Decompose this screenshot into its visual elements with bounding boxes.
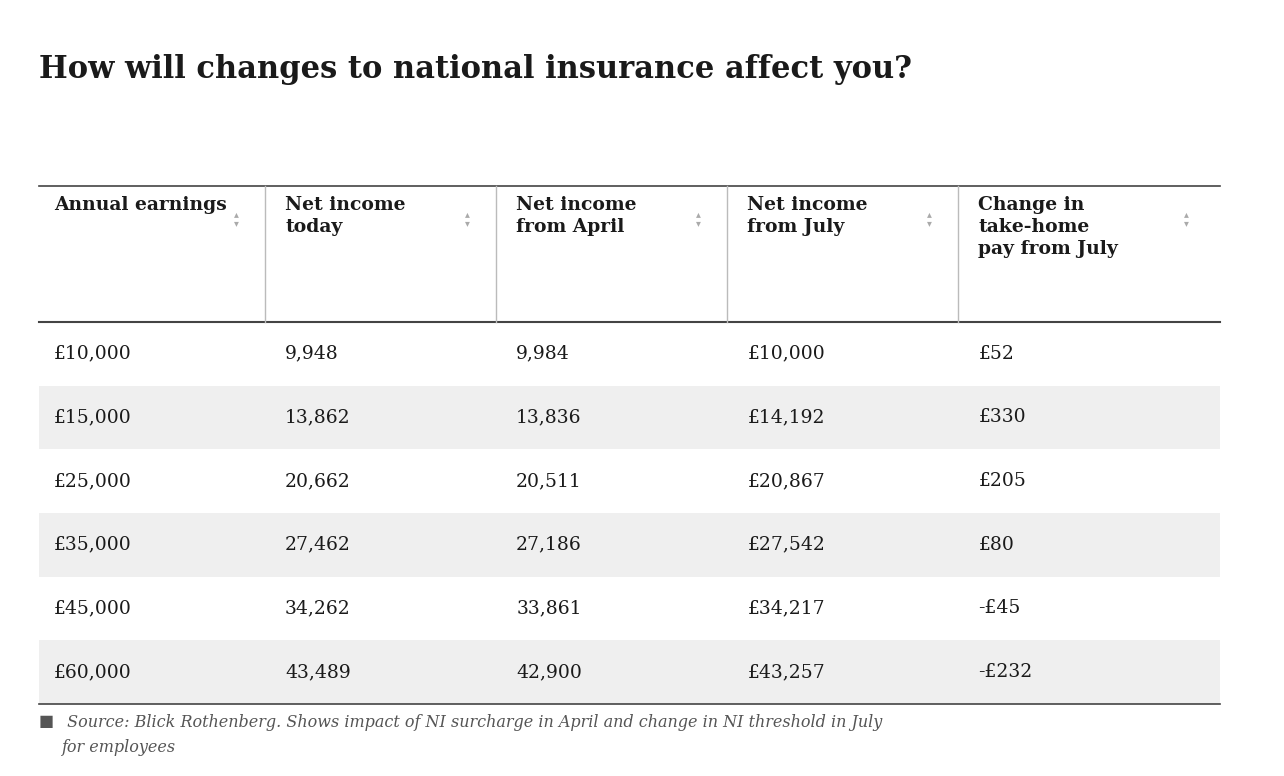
Text: £34,217: £34,217 — [747, 599, 824, 618]
Bar — [39, 386, 1220, 449]
Text: £45,000: £45,000 — [54, 599, 132, 618]
Text: 27,462: 27,462 — [285, 535, 351, 554]
Text: -£45: -£45 — [978, 599, 1021, 618]
Text: £25,000: £25,000 — [54, 472, 132, 490]
Text: Net income
from July: Net income from July — [747, 196, 868, 236]
Text: £14,192: £14,192 — [747, 408, 824, 427]
Bar — [39, 640, 1220, 704]
Text: 34,262: 34,262 — [285, 599, 351, 618]
Bar — [39, 449, 1220, 513]
Text: £52: £52 — [978, 345, 1014, 363]
Text: 43,489: 43,489 — [285, 663, 351, 681]
Text: ▴
▾: ▴ ▾ — [465, 210, 470, 228]
Bar — [39, 186, 1220, 322]
Bar — [39, 577, 1220, 640]
Text: 20,662: 20,662 — [285, 472, 351, 490]
Text: Change in
take-home
pay from July: Change in take-home pay from July — [978, 196, 1118, 258]
Text: ▴
▾: ▴ ▾ — [696, 210, 701, 228]
Text: 9,984: 9,984 — [516, 345, 570, 363]
Text: ▴
▾: ▴ ▾ — [927, 210, 932, 228]
Bar — [39, 322, 1220, 386]
Text: 9,948: 9,948 — [285, 345, 339, 363]
Text: Net income
today: Net income today — [285, 196, 406, 236]
Text: £80: £80 — [978, 535, 1014, 554]
Text: £43,257: £43,257 — [747, 663, 826, 681]
Text: £20,867: £20,867 — [747, 472, 826, 490]
Text: £10,000: £10,000 — [747, 345, 826, 363]
Bar — [39, 513, 1220, 577]
Text: £60,000: £60,000 — [54, 663, 132, 681]
Text: £15,000: £15,000 — [54, 408, 132, 427]
Text: £27,542: £27,542 — [747, 535, 826, 554]
Text: 33,861: 33,861 — [516, 599, 582, 618]
Text: -£232: -£232 — [978, 663, 1032, 681]
Text: ▴
▾: ▴ ▾ — [1184, 210, 1189, 228]
Text: ▴
▾: ▴ ▾ — [234, 210, 239, 228]
Text: Net income
from April: Net income from April — [516, 196, 637, 236]
Text: Annual earnings: Annual earnings — [54, 196, 227, 213]
Text: £10,000: £10,000 — [54, 345, 132, 363]
Text: ■: ■ — [39, 714, 54, 729]
Text: £205: £205 — [978, 472, 1026, 490]
Text: How will changes to national insurance affect you?: How will changes to national insurance a… — [39, 54, 912, 85]
Text: £330: £330 — [978, 408, 1026, 427]
Text: 42,900: 42,900 — [516, 663, 582, 681]
Text: £35,000: £35,000 — [54, 535, 132, 554]
Text: Source: Blick Rothenberg. Shows impact of NI surcharge in April and change in NI: Source: Blick Rothenberg. Shows impact o… — [62, 714, 882, 756]
Text: 13,862: 13,862 — [285, 408, 351, 427]
Text: 20,511: 20,511 — [516, 472, 582, 490]
Text: 27,186: 27,186 — [516, 535, 582, 554]
Text: 13,836: 13,836 — [516, 408, 582, 427]
